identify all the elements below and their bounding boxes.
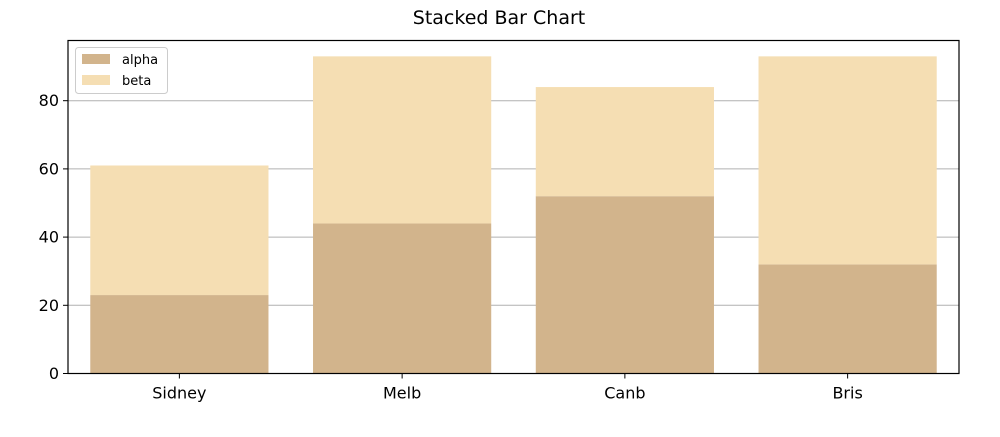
y-tick-label-40: 40 — [39, 228, 59, 247]
axis-ticks: 0 20 40 60 80 Sidney Melb Canb Bris — [39, 91, 863, 402]
bars — [90, 56, 937, 374]
legend: alpha beta — [75, 47, 168, 94]
legend-swatch-alpha — [82, 54, 110, 64]
bar-beta-melb — [313, 56, 492, 224]
bar-alpha-canb — [535, 196, 714, 374]
y-tick-label-80: 80 — [39, 91, 59, 110]
bar-alpha-melb — [313, 223, 492, 374]
x-tick-label-canb: Canb — [604, 384, 645, 403]
legend-label-alpha: alpha — [122, 53, 158, 68]
bar-beta-sidney — [90, 165, 269, 296]
chart-title: Stacked Bar Chart — [413, 7, 585, 29]
bar-alpha-sidney — [90, 295, 269, 374]
plot-frame — [67, 39, 960, 375]
y-tick-label-60: 60 — [39, 159, 59, 178]
y-tick-label-0: 0 — [49, 364, 59, 383]
x-tick-label-bris: Bris — [832, 384, 862, 403]
legend-label-beta: beta — [122, 74, 151, 89]
y-tick-label-20: 20 — [39, 296, 59, 315]
x-tick-label-melb: Melb — [383, 384, 421, 403]
legend-swatch-beta — [82, 75, 110, 85]
bar-alpha-bris — [758, 264, 937, 374]
x-tick-label-sidney: Sidney — [152, 384, 206, 403]
bar-beta-bris — [758, 56, 937, 265]
bar-beta-canb — [535, 87, 714, 197]
